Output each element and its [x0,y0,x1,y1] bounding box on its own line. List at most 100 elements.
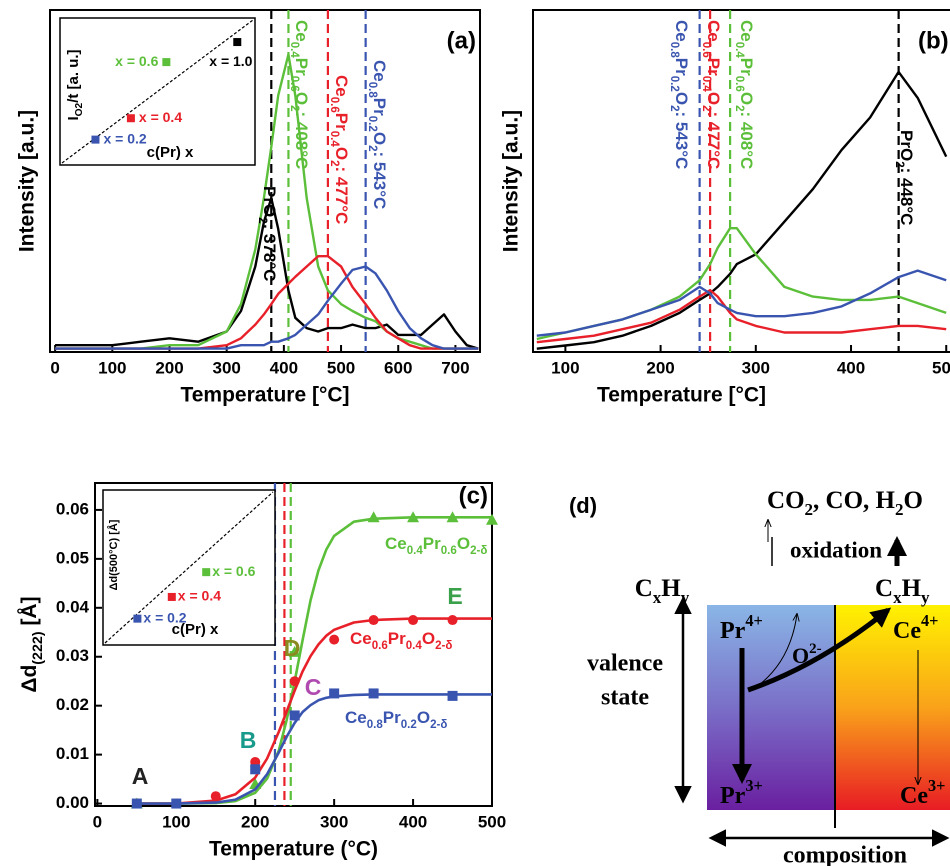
text-part: 0.2 [366,116,378,132]
axis-label: valence [587,651,663,677]
series-label: Ce0.8Pr0.2O2: 543°C [366,60,389,209]
text-part: 2 [366,145,378,151]
text-part: 0.4 [407,545,424,557]
pr-region [707,605,835,810]
ion: Pr4+ [720,611,763,643]
text-part: Pr [672,58,691,76]
data-marker [368,688,379,699]
text-part: C [875,575,893,602]
text-part: 0.2 [401,719,417,731]
ion: Ce3+ [900,776,945,808]
text-part: 2 [895,500,904,519]
text-part: 0.6 [733,76,745,92]
y-tick-label: 0.04 [56,597,90,616]
inset-point [126,114,135,123]
x-tick-label: 200 [155,358,183,377]
text-part: y [681,588,690,607]
text-part: O [704,92,723,105]
x-tick-label: 400 [837,358,865,377]
text-part: 0.6 [288,76,300,92]
reactant: CxHy [875,575,930,608]
text-part: Pr [704,58,723,76]
text-part: 0.2 [668,76,680,92]
text-part: 2-δ [435,640,452,652]
text-part: Δd [18,665,41,693]
y-tick-label: 0.06 [56,499,89,518]
y-tick-label: 0.05 [56,548,89,567]
y-axis-title: Intensity [a.u.] [16,110,39,252]
ion: Pr3+ [720,776,763,808]
data-marker [447,690,458,701]
text-part: : 477°C [332,166,351,224]
inset-point-label: x = 0.2 [103,130,146,146]
text-part: 2 [328,160,340,166]
text-part: O [792,643,809,668]
data-marker [367,511,380,523]
annotation: E [447,583,462,609]
text-part: 0.4 [733,42,745,59]
x-tick-label: 400 [399,812,427,831]
inset-y-title: Δd(500°C) [Å] [107,519,120,590]
data-marker [408,615,419,626]
data-marker [288,645,301,657]
inset-point [167,592,176,601]
reactant: CxHy [635,575,690,608]
text-part: CO [767,487,805,514]
text-part: 2 [893,161,905,167]
inset-point [133,614,142,623]
panel-label: (a) [447,27,476,54]
plot-frame [49,9,481,353]
data-marker [289,710,300,721]
annotation: D [284,635,301,661]
text-part: O [904,487,923,514]
text-part: 2-δ [430,719,447,731]
x-tick-label: 500 [478,812,506,831]
panel-label: (d) [569,493,597,518]
text-part: O [370,132,389,145]
x-tick-label: 500 [932,358,950,377]
text-part: x [653,588,662,607]
inset-point [91,135,100,144]
products: CO2, CO, H2O [767,487,923,520]
text-part: 2- [809,641,821,657]
series-label: Ce0.6Pr0.4O2-δ [350,629,452,652]
text-part: Pr [383,708,401,727]
data-marker [131,798,142,809]
text-part: 0.8 [366,82,378,99]
oxygen-arrow [747,607,892,693]
x-tick-label: 200 [241,812,269,831]
text-part: [Å] [17,596,41,631]
text-part: 4+ [921,611,938,630]
inset-frame [59,17,256,166]
series-line [536,269,947,337]
series-label: PrO2: 378°C [256,186,279,281]
text-part: : 448°C [897,168,916,226]
text-part: 0.6 [372,640,388,652]
text-part: Pr [332,113,351,131]
inset-point-label: x = 0.4 [178,588,221,604]
data-marker [447,615,458,626]
plot-frame [94,482,493,807]
panel-label: (b) [918,27,949,54]
text-part: Ce [370,60,389,82]
inset-point [233,38,242,47]
process: oxidation [790,537,882,562]
text-part: O [422,629,435,648]
series-line [55,196,479,350]
inset-point [202,568,211,577]
series-label: Ce0.8Pr0.2O2: 543°C [668,20,691,169]
text-part: 3+ [745,776,762,795]
series-label: Ce0.4Pr0.6O2-δ [385,534,487,557]
data-marker [368,615,379,626]
data-marker [210,791,221,802]
x-tick-label: 300 [742,358,770,377]
text-part: Ce [292,20,311,42]
text-part: 0.4 [700,76,712,93]
text-part: O2 [74,102,85,116]
text-part: Pr [388,629,406,648]
data-marker [329,634,340,645]
text-part: 0.8 [668,42,680,59]
axis-label: composition [783,843,907,866]
